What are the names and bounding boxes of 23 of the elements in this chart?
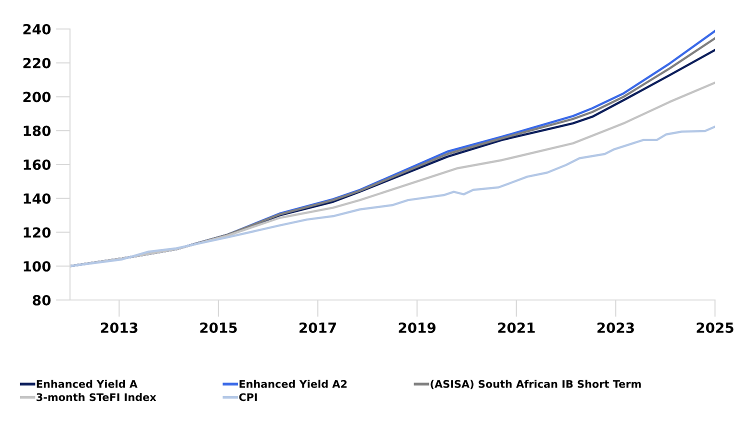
x-tick-label: 2021	[498, 322, 535, 333]
y-tick-label: 140	[24, 193, 51, 204]
x-tick-label: 2023	[597, 322, 634, 333]
legend-label: (ASISA) South African IB Short Term	[430, 380, 641, 390]
y-tick-label: 120	[24, 227, 51, 238]
x-tick-label: 2025	[696, 322, 734, 333]
line-series	[70, 82, 715, 268]
x-tick-label: 2013	[100, 322, 138, 333]
x-tick-label: 2015	[200, 322, 237, 333]
y-tick-label: 240	[23, 24, 51, 34]
y-tick-label: 180	[24, 126, 51, 136]
legend-label: Enhanced Yield A2	[240, 380, 347, 388]
y-tick-label: 220	[23, 58, 51, 68]
legend-label: CPI	[239, 393, 257, 402]
y-tick-label: 100	[24, 261, 51, 272]
y-tick-label: 200	[23, 92, 51, 102]
y-tick-label: 80	[32, 294, 51, 306]
legend-label: 3-month STeFI Index	[36, 393, 156, 402]
y-tick-label: 160	[24, 159, 51, 170]
x-tick-label: 2019	[398, 322, 436, 333]
x-tick-label: 2017	[300, 322, 336, 333]
line-series	[70, 126, 715, 268]
legend-label: Enhanced Yield A	[36, 380, 138, 388]
